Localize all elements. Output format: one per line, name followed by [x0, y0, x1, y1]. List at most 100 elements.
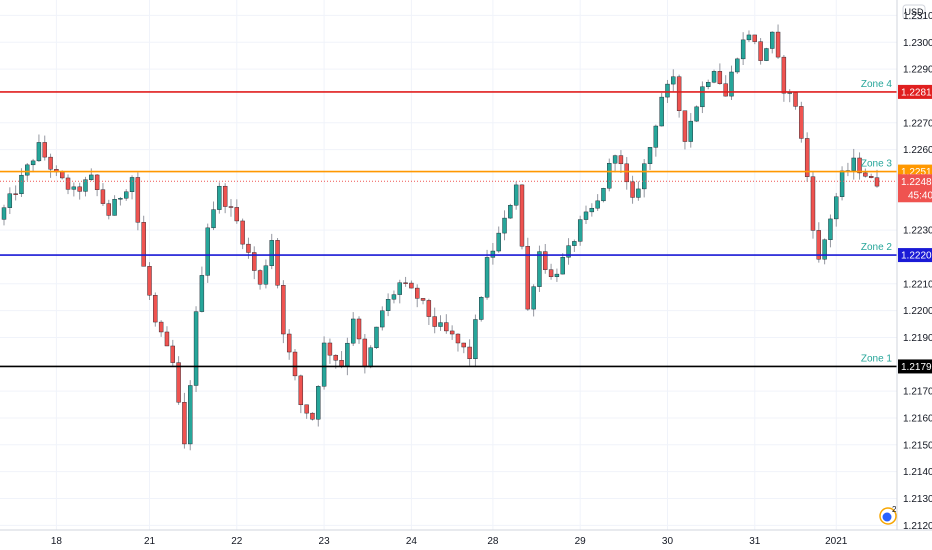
candle [717, 63, 723, 85]
candle [671, 69, 676, 92]
candle-body [426, 300, 432, 317]
candle-body [310, 412, 315, 420]
candle-body [537, 251, 542, 287]
candle-body [764, 48, 769, 61]
candle [676, 74, 682, 118]
candle [356, 316, 362, 344]
candle [403, 276, 408, 287]
candle [700, 81, 705, 114]
candle [409, 280, 414, 289]
candle-body [642, 163, 647, 190]
candle [286, 329, 292, 360]
currency-label: USD [904, 7, 924, 17]
candle-body [746, 34, 752, 41]
candle-body [566, 245, 571, 258]
candle [176, 356, 181, 405]
candle-body [164, 331, 170, 347]
candle-body [19, 174, 24, 195]
candle-body [124, 191, 129, 199]
y-tick-label: 1.21300 [903, 494, 932, 505]
candle [863, 168, 868, 178]
candle [775, 24, 781, 59]
candle-body [706, 82, 711, 87]
candle-body [607, 163, 612, 189]
candle [257, 269, 263, 290]
candle-body [25, 164, 30, 176]
candle-body [519, 184, 525, 247]
candle-body [205, 227, 210, 276]
candle-body [345, 342, 350, 367]
candle [682, 110, 688, 150]
candle-body [153, 295, 158, 323]
candle [118, 196, 123, 206]
y-tick-label: 1.21200 [903, 521, 932, 532]
candle [513, 181, 519, 210]
candle-body [60, 171, 65, 179]
candle [147, 262, 152, 301]
candle-body [182, 402, 187, 445]
candle [106, 199, 111, 220]
candle-body [834, 196, 839, 220]
candle [764, 47, 769, 62]
candle [310, 412, 315, 421]
candle [182, 392, 187, 449]
candle [351, 312, 356, 347]
current-price-tag [898, 174, 932, 203]
candle-body [804, 138, 810, 177]
candle [554, 268, 560, 282]
zone-price-tag [898, 359, 932, 374]
candle-body [188, 385, 193, 445]
candle-body [391, 294, 397, 300]
candle [71, 182, 77, 197]
candle-body [799, 106, 804, 139]
candle [822, 238, 827, 265]
candle-body [717, 71, 723, 84]
candle-body [525, 246, 530, 310]
candle-body [665, 83, 670, 98]
candle-body [211, 209, 216, 229]
candle [642, 159, 647, 198]
bar-countdown: 45:40 [908, 190, 932, 201]
candle-body [94, 174, 100, 190]
candle [467, 339, 472, 366]
candle [89, 168, 94, 181]
candle-body [711, 71, 717, 83]
candle-body [13, 193, 18, 195]
candle-body [775, 31, 781, 58]
candle-body [444, 322, 449, 332]
candle [461, 342, 466, 354]
candle-body [583, 211, 589, 220]
candle-body [286, 333, 292, 353]
candle [228, 199, 234, 217]
candle [874, 169, 880, 188]
candle [438, 315, 443, 331]
candle-body [560, 256, 565, 275]
x-tick-label: 2021 [825, 536, 848, 547]
candle [601, 187, 606, 203]
candle [560, 253, 565, 275]
candle-body [48, 156, 53, 170]
candle [647, 147, 653, 170]
candle-body [83, 179, 88, 192]
candle-body [630, 181, 635, 198]
zone-price-tag [898, 84, 932, 99]
candle-body [496, 232, 501, 252]
candle-body [839, 170, 845, 197]
candle [653, 124, 659, 157]
candle-body [822, 239, 827, 260]
candle [380, 306, 385, 331]
candle-body [624, 163, 629, 183]
candle [479, 296, 484, 322]
currency-badge[interactable] [902, 4, 926, 20]
candle [735, 57, 740, 74]
candle [415, 284, 420, 308]
candle-body [362, 338, 368, 368]
zone-label: Zone 1 [861, 353, 893, 364]
candle [304, 404, 309, 419]
candle-body [327, 342, 333, 356]
candle-body [415, 287, 420, 299]
alert-icon[interactable]: 2 [879, 505, 897, 525]
candle-body [688, 120, 693, 142]
candle-body [729, 71, 734, 97]
candle [816, 222, 821, 263]
